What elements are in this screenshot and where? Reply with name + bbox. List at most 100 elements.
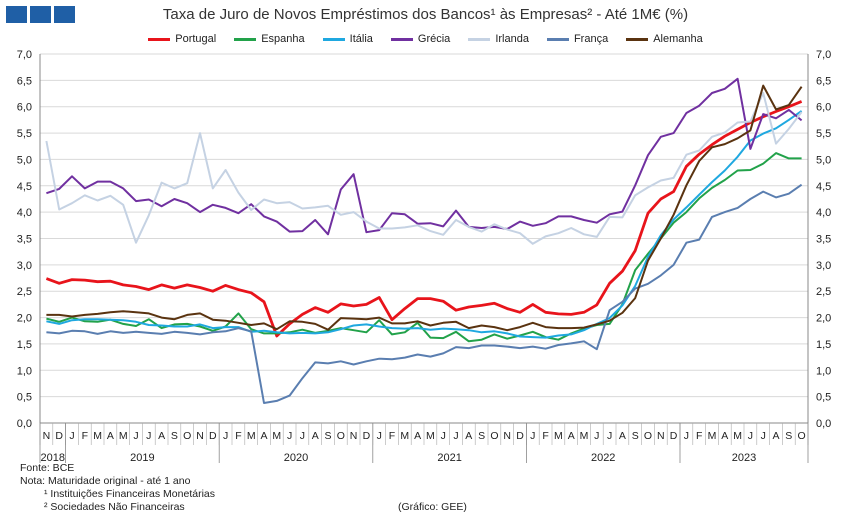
legend-item: Alemanha <box>626 33 703 45</box>
series-line <box>46 77 803 236</box>
y-tick-label-left: 1,5 <box>17 339 32 351</box>
y-tick-label-left: 5,0 <box>17 154 32 166</box>
x-tick-label: S <box>478 430 485 442</box>
x-tick-label: A <box>414 430 421 442</box>
x-tick-label: A <box>465 430 472 442</box>
legend-label: Itália <box>349 33 373 45</box>
year-label: 2022 <box>591 452 615 464</box>
chart-notes: Fonte: BCE Nota: Maturidade original - a… <box>20 462 215 514</box>
legend-item: Portugal <box>148 33 216 45</box>
x-tick-label: S <box>632 430 639 442</box>
x-tick-label: M <box>554 430 563 442</box>
y-tick-label-right: 0,5 <box>816 392 831 404</box>
x-tick-label: S <box>785 430 792 442</box>
series-line <box>46 84 803 332</box>
legend-swatch <box>322 37 345 41</box>
x-tick-label: M <box>580 430 589 442</box>
legend-label: Grécia <box>417 33 451 45</box>
legend-item: Itália <box>322 33 373 45</box>
y-tick-label-right: 1,0 <box>816 365 831 377</box>
legend-swatch <box>148 37 171 41</box>
x-tick-label: A <box>772 430 779 442</box>
series-line <box>46 110 803 339</box>
legend-swatch <box>546 37 569 41</box>
legend-swatch <box>626 37 649 41</box>
y-tick-label-left: 6,0 <box>17 102 32 114</box>
x-tick-label: D <box>516 430 524 442</box>
x-tick-label: J <box>453 430 458 442</box>
x-tick-label: N <box>43 430 51 442</box>
x-tick-label: A <box>158 430 165 442</box>
logo-block <box>6 6 27 23</box>
legend-label: Portugal <box>175 33 217 45</box>
y-tick-label-left: 2,5 <box>17 286 32 298</box>
x-tick-label: J <box>223 430 228 442</box>
x-tick-label: O <box>337 430 345 442</box>
y-tick-label-left: 4,0 <box>17 207 32 219</box>
logo-block <box>54 6 75 23</box>
legend-label: França <box>573 33 609 45</box>
year-label: 2019 <box>130 452 154 464</box>
x-tick-label: J <box>684 430 689 442</box>
x-tick-label: J <box>441 430 446 442</box>
x-tick-label: J <box>133 430 138 442</box>
y-tick-label-right: 5,0 <box>816 154 831 166</box>
legend-label: Espanha <box>261 33 305 45</box>
x-tick-label: M <box>426 430 435 442</box>
chart-credit: (Gráfico: GEE) <box>398 501 467 513</box>
x-tick-label: J <box>530 430 535 442</box>
x-tick-label: F <box>389 430 395 442</box>
chart-legend: Portugal Espanha Itália Grécia Irlanda França… <box>0 33 851 45</box>
x-tick-label: A <box>260 430 267 442</box>
y-tick-label-right: 6,5 <box>816 75 831 87</box>
x-tick-label: F <box>696 430 702 442</box>
year-label: 2023 <box>732 452 756 464</box>
x-tick-label: N <box>657 430 665 442</box>
y-tick-label-left: 1,0 <box>17 365 32 377</box>
y-tick-label-right: 4,0 <box>816 207 831 219</box>
x-tick-label: O <box>644 430 652 442</box>
x-tick-label: M <box>708 430 717 442</box>
x-tick-label: S <box>171 430 178 442</box>
y-tick-label-right: 4,5 <box>816 181 831 193</box>
x-tick-label: D <box>670 430 678 442</box>
x-tick-label: M <box>272 430 281 442</box>
y-tick-label-right: 3,0 <box>816 260 831 272</box>
year-label: 2018 <box>41 452 65 464</box>
y-tick-label-left: 3,0 <box>17 260 32 272</box>
year-label: 2020 <box>284 452 308 464</box>
legend-swatch <box>390 37 413 41</box>
x-tick-label: M <box>247 430 256 442</box>
x-tick-label: J <box>607 430 612 442</box>
x-tick-label: F <box>82 430 88 442</box>
y-tick-label-right: 0,0 <box>816 418 831 430</box>
x-tick-label: D <box>55 430 63 442</box>
x-tick-label: A <box>568 430 575 442</box>
y-tick-label-left: 0,0 <box>17 418 32 430</box>
legend-item: França <box>546 33 609 45</box>
x-tick-label: A <box>619 430 626 442</box>
x-tick-label: A <box>721 430 728 442</box>
y-tick-label-right: 6,0 <box>816 102 831 114</box>
maturity-note: Nota: Maturidade original - até 1 ano <box>20 475 191 487</box>
x-tick-label: A <box>107 430 114 442</box>
legend-swatch <box>468 37 491 41</box>
x-tick-label: D <box>209 430 217 442</box>
x-tick-label: D <box>363 430 371 442</box>
footnote-2: ² Sociedades Não Financeiras <box>44 501 185 513</box>
x-tick-label: J <box>377 430 382 442</box>
x-tick-label: F <box>235 430 241 442</box>
legend-item: Irlanda <box>468 33 529 45</box>
x-tick-label: O <box>183 430 191 442</box>
series-line <box>46 183 803 404</box>
x-tick-label: O <box>490 430 498 442</box>
source-note: Fonte: BCE <box>20 462 75 474</box>
year-label: 2021 <box>437 452 461 464</box>
y-tick-label-left: 6,5 <box>17 75 32 87</box>
series-line <box>45 92 803 245</box>
y-tick-label-left: 7,0 <box>17 49 32 61</box>
x-tick-label: M <box>733 430 742 442</box>
series-line <box>45 100 803 338</box>
logo-block <box>30 6 51 23</box>
